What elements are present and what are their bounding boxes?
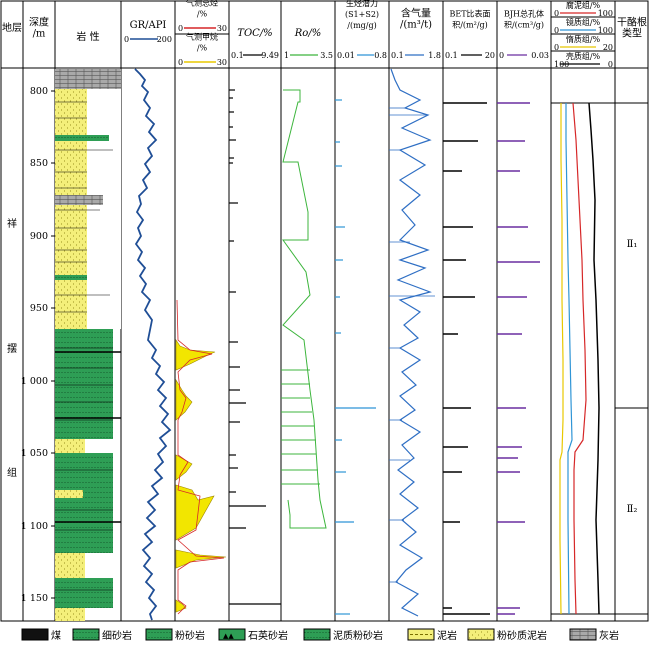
sapro-max: 100 <box>598 9 613 18</box>
legend-item-argillaceous-siltstone: 泥质粉砂岩 <box>303 628 383 642</box>
depth-tick-900: 900 <box>30 231 48 242</box>
legend-label-argillaceous-siltstone: 泥质粉砂岩 <box>333 629 383 642</box>
header-kerogen: 干酪根类型 <box>617 16 647 40</box>
legend-label-coal: 煤 <box>51 629 61 642</box>
header-depth: 深度/m <box>29 16 49 40</box>
formation-char-2: 摆 <box>7 342 17 355</box>
gas-content-curve <box>390 68 432 617</box>
header-toc: TOC/% <box>237 28 272 39</box>
gas-total-max: 30 <box>217 24 227 33</box>
header-gas-total: 气测总烃/% <box>186 0 218 19</box>
depth-tick-1150: 1 150 <box>21 593 48 604</box>
header-bet: BET比表面积/(m²/g) <box>449 9 490 30</box>
sapro-min: 0 <box>554 9 559 18</box>
formation-char-3: 组 <box>7 466 17 479</box>
legend-item-siltstone: 粉砂岩 <box>145 628 205 642</box>
gas-content-ticks <box>389 107 435 583</box>
bjh-min: 0 <box>499 51 504 60</box>
ro-ticks <box>281 369 320 485</box>
depth-tick-800: 800 <box>30 86 48 97</box>
header-gas-methane: 气测甲烷/% <box>186 32 218 53</box>
gas-methane-min: 0 <box>178 58 183 67</box>
legend-label-limestone: 灰岩 <box>599 629 619 642</box>
lithology-column <box>55 69 121 621</box>
inerti-min: 0 <box>554 43 559 52</box>
toc-bars <box>229 89 281 605</box>
header-vitri: 镜质组/% <box>566 17 601 27</box>
gr-max: 200 <box>157 35 172 44</box>
header-strata-1: 地层 <box>2 21 22 34</box>
bjh-bars <box>497 102 540 615</box>
legend-item-coal: 煤 <box>21 628 61 642</box>
depth-tick-850: 850 <box>30 158 48 169</box>
svg-text:▲▲: ▲▲ <box>223 632 234 640</box>
legend: 煤 细砂岩 粉砂岩 ▲▲ 石英砂岩 泥质粉砂岩 泥岩 粉砂质泥岩 <box>21 628 619 642</box>
bet-max: 20 <box>485 51 495 60</box>
ro-max: 3.5 <box>320 51 333 60</box>
header-s1s2: 生烃潜力(S1+S2)/(mg/g) <box>345 0 379 30</box>
vitri-min: 0 <box>554 26 559 35</box>
gas-methane-max: 30 <box>217 58 227 67</box>
legend-label-silty-mudstone: 粉砂质泥岩 <box>497 629 547 642</box>
header-gas-content: 含气量/(m³/t) <box>400 7 432 31</box>
depth-tick-1050: 1 050 <box>21 448 48 459</box>
gr-curve <box>134 68 172 621</box>
legend-label-quartz-sandstone: 石英砂岩 <box>248 629 288 642</box>
depth-tick-1000: 1 000 <box>21 376 48 387</box>
header-ro: Ro/% <box>294 28 321 39</box>
exini-max: 0 <box>608 60 613 69</box>
gr-min: 0 <box>124 35 129 44</box>
bet-min: 0.1 <box>445 51 458 60</box>
header-bjh: BJH总孔体积/(cm³/g) <box>504 9 544 30</box>
s1s2-min: 0.01 <box>337 51 355 60</box>
bjh-max: 0.03 <box>531 51 549 60</box>
bet-bars <box>443 102 490 615</box>
formation-char-1: 祥 <box>7 217 17 230</box>
gas-content-min: 0.1 <box>391 51 404 60</box>
maceral-curves <box>551 102 615 615</box>
legend-item-limestone: 灰岩 <box>569 628 619 642</box>
s1s2-bars <box>335 99 376 615</box>
header-sapro: 腐泥组/% <box>566 0 601 10</box>
gas-content-max: 1.8 <box>428 51 441 60</box>
toc-min: 0.1 <box>231 51 244 60</box>
kerogen-type-ii1: Ⅱ₁ <box>627 239 638 250</box>
kerogen-type-ii2: Ⅱ₂ <box>627 504 638 515</box>
header-gr: GR/API <box>130 20 167 31</box>
vitri-max: 100 <box>598 26 613 35</box>
legend-label-fine-sandstone: 细砂岩 <box>102 629 132 642</box>
ro-min: 1 <box>284 51 289 60</box>
inerti-max: 20 <box>603 43 613 52</box>
legend-item-quartz-sandstone: ▲▲ 石英砂岩 <box>218 628 288 642</box>
header-exini: 壳质组/% <box>566 51 601 61</box>
depth-tick-950: 950 <box>30 303 48 314</box>
depth-axis: 800 850 900 950 1 000 1 050 1 100 1 150 <box>21 86 55 604</box>
header-lithology: 岩 性 <box>76 30 99 43</box>
gas-total-min: 0 <box>178 24 183 33</box>
toc-max: 9.49 <box>261 51 279 60</box>
header-inerti: 惰质组/% <box>566 34 601 44</box>
legend-item-fine-sandstone: 细砂岩 <box>72 628 132 642</box>
s1s2-max: 0.8 <box>374 51 387 60</box>
depth-tick-1100: 1 100 <box>21 521 48 532</box>
legend-label-siltstone: 粉砂岩 <box>175 629 205 642</box>
gas-log-fill <box>175 299 227 615</box>
legend-item-silty-mudstone: 粉砂质泥岩 <box>467 628 547 642</box>
legend-item-mudstone: 泥岩 <box>407 628 457 642</box>
legend-label-mudstone: 泥岩 <box>437 629 457 642</box>
ro-curve <box>282 89 327 529</box>
